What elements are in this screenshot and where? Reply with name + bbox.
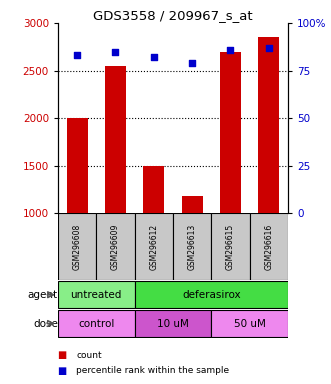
Text: 50 uM: 50 uM — [234, 318, 265, 329]
Text: agent: agent — [28, 290, 58, 300]
Text: GSM296613: GSM296613 — [188, 223, 197, 270]
Text: GSM296608: GSM296608 — [72, 223, 82, 270]
Point — [74, 52, 80, 58]
Bar — [135, 281, 288, 308]
Text: count: count — [76, 351, 102, 360]
Bar — [135, 213, 173, 280]
Bar — [173, 213, 211, 280]
Text: control: control — [78, 318, 115, 329]
Bar — [143, 166, 164, 213]
Point — [113, 48, 118, 55]
Bar — [67, 118, 88, 213]
Text: dose: dose — [33, 318, 58, 329]
Point — [189, 60, 195, 66]
Bar — [220, 51, 241, 213]
Bar — [258, 37, 279, 213]
Text: deferasirox: deferasirox — [182, 290, 241, 300]
Point — [151, 54, 157, 60]
Bar — [182, 197, 203, 213]
Bar — [250, 213, 288, 280]
Bar — [211, 213, 250, 280]
Point — [266, 45, 271, 51]
Bar — [58, 281, 135, 308]
Text: GSM296609: GSM296609 — [111, 223, 120, 270]
Text: untreated: untreated — [71, 290, 122, 300]
Bar — [58, 310, 135, 337]
Bar — [96, 213, 135, 280]
Text: ■: ■ — [58, 366, 70, 376]
Text: 10 uM: 10 uM — [157, 318, 189, 329]
Bar — [58, 213, 96, 280]
Text: percentile rank within the sample: percentile rank within the sample — [76, 366, 229, 375]
Title: GDS3558 / 209967_s_at: GDS3558 / 209967_s_at — [93, 9, 253, 22]
Point — [228, 46, 233, 53]
Text: ■: ■ — [58, 350, 70, 360]
Bar — [135, 310, 211, 337]
Text: GSM296616: GSM296616 — [264, 223, 273, 270]
Text: GSM296612: GSM296612 — [149, 223, 158, 270]
Bar — [211, 310, 288, 337]
Text: GSM296615: GSM296615 — [226, 223, 235, 270]
Bar — [105, 66, 126, 213]
